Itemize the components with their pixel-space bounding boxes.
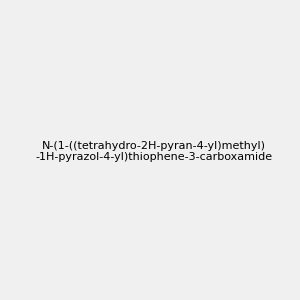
Text: N-(1-((tetrahydro-2H-pyran-4-yl)methyl)
-1H-pyrazol-4-yl)thiophene-3-carboxamide: N-(1-((tetrahydro-2H-pyran-4-yl)methyl) … (35, 141, 272, 162)
